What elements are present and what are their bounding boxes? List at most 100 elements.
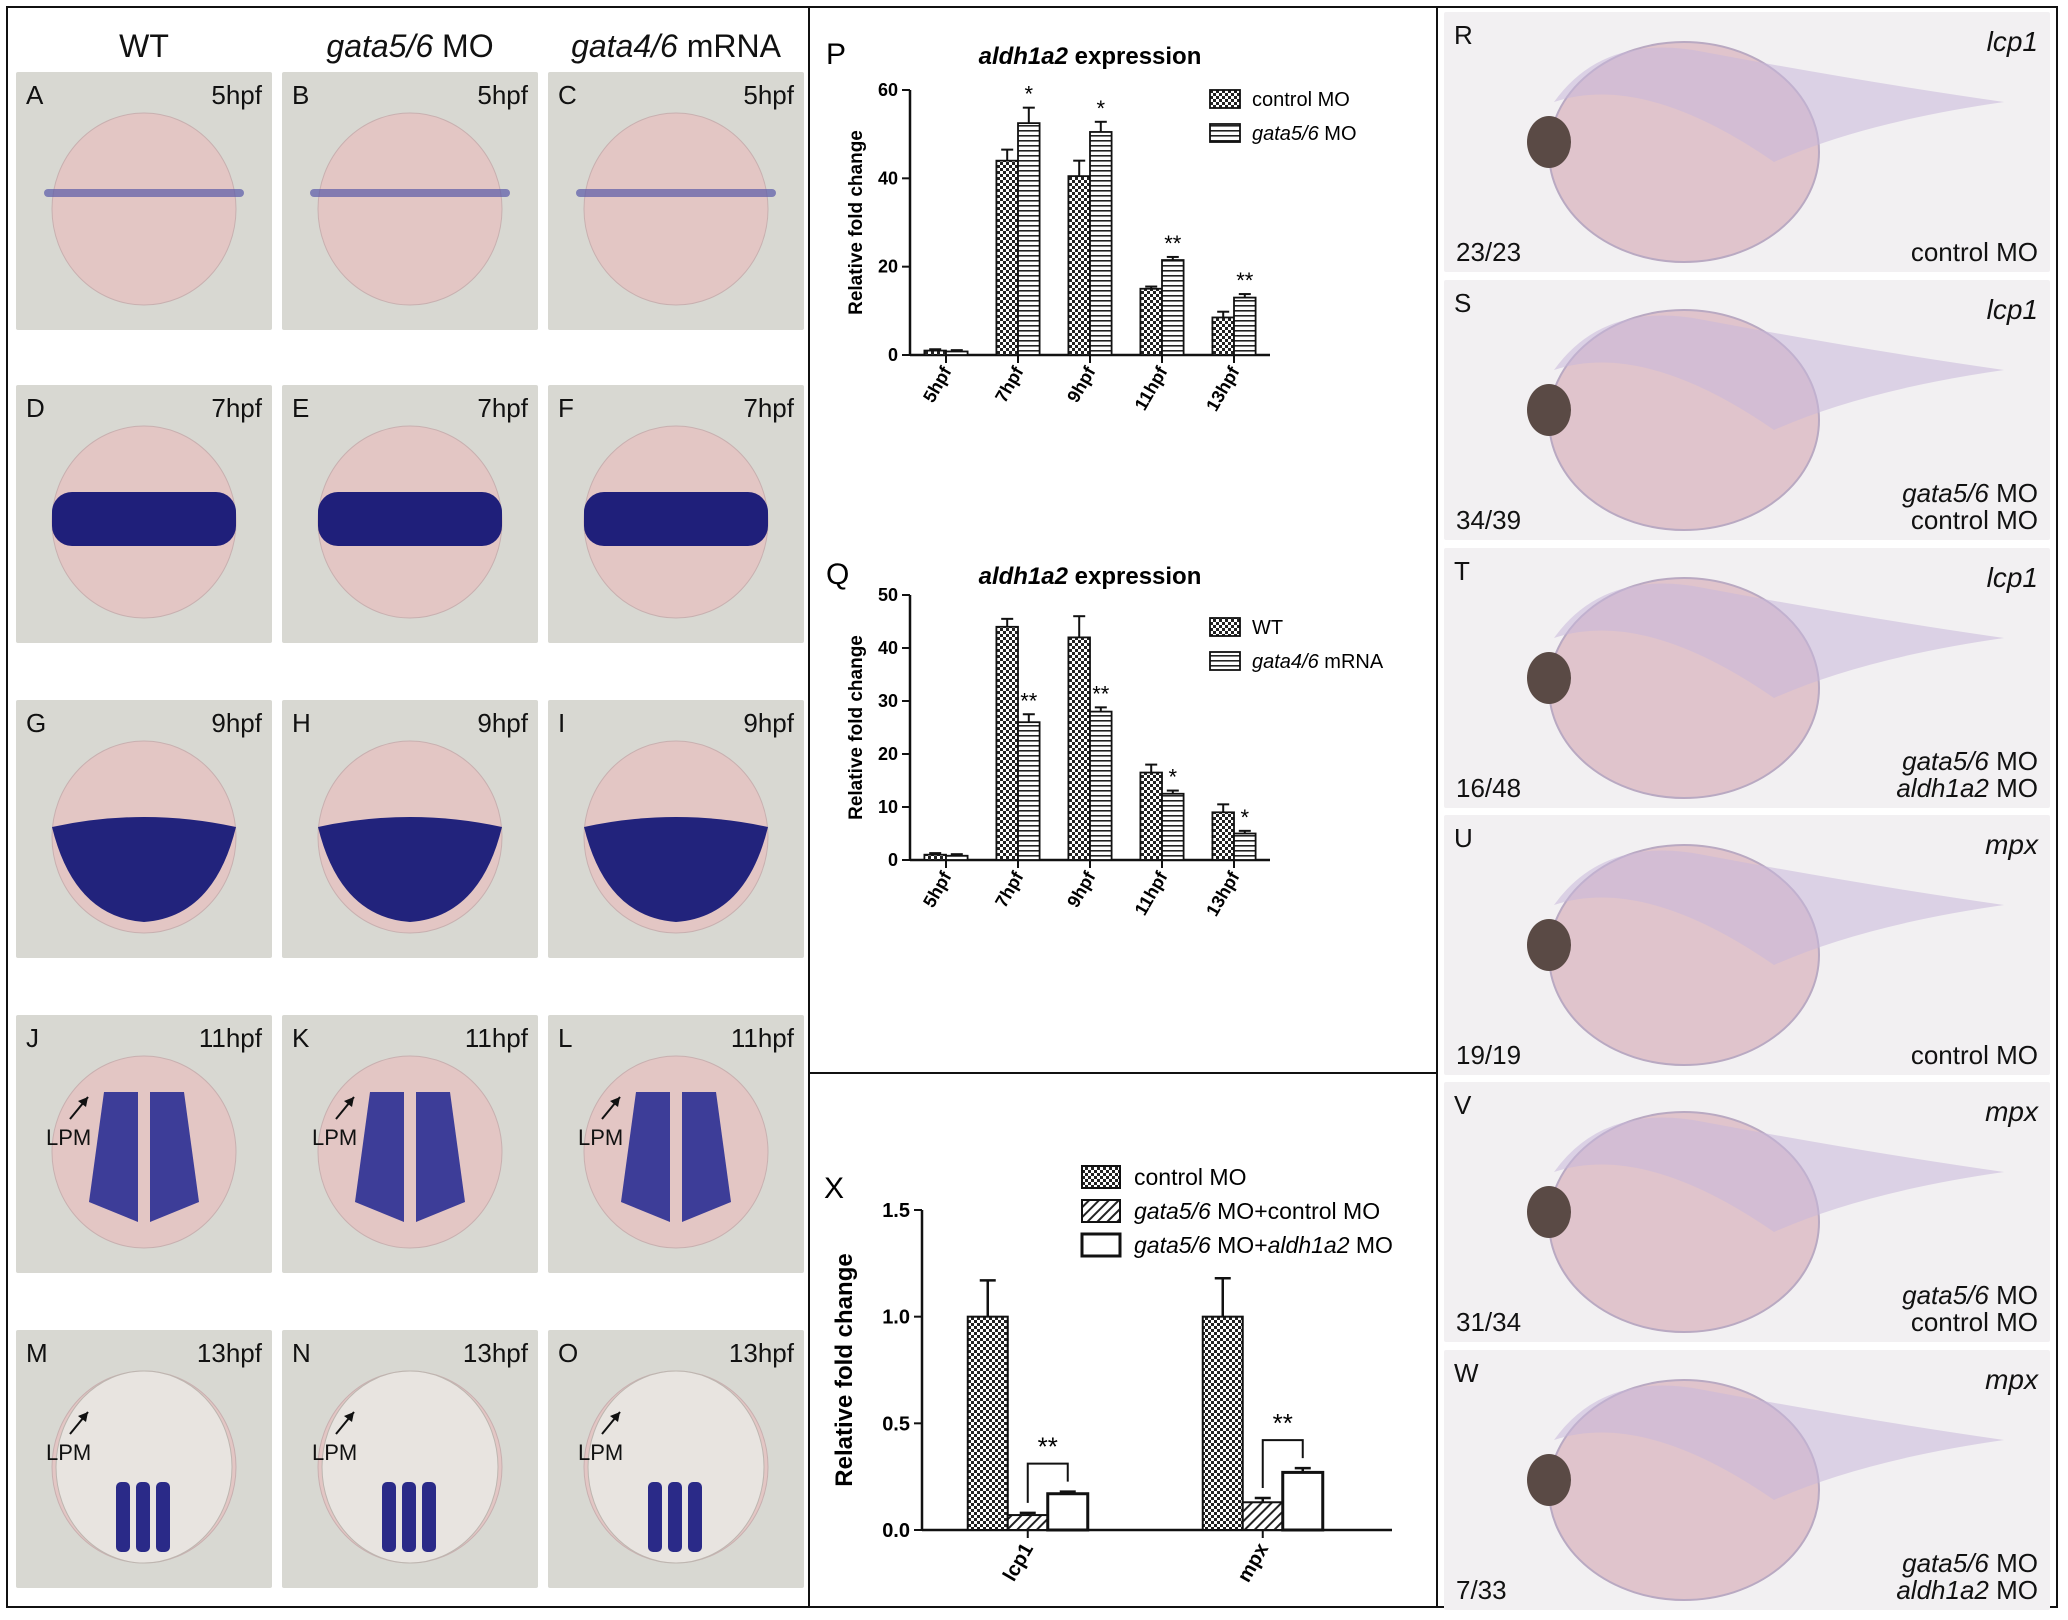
bar [1211, 316, 1235, 356]
condition-line-2: control MO [1902, 507, 2038, 534]
panel-letter: G [26, 708, 47, 738]
larva-tail [1554, 1117, 2004, 1232]
y-tick-label: 1.5 [882, 1200, 910, 1222]
expression-stain [682, 1092, 731, 1222]
bar [1161, 259, 1185, 356]
condition-line-1: gata5/6 MO [1902, 480, 2038, 507]
significance-mark: * [1097, 96, 1106, 121]
bar [1281, 1470, 1325, 1532]
expression-stain [52, 492, 236, 546]
lpm-arrowhead [78, 1097, 88, 1107]
ish-panel: H 9hpf [282, 700, 538, 958]
y-tick-label: 0 [888, 850, 898, 870]
expression-stain [116, 1482, 130, 1552]
panel-time: 5hpf [477, 80, 528, 110]
condition-gene: gata5/6 [1902, 478, 1989, 508]
condition-line-2: aldh1a2 MO [1896, 775, 2038, 802]
larva-tail [1554, 583, 2004, 698]
panel-letter: K [292, 1023, 310, 1053]
lpm-arrowhead [344, 1412, 354, 1422]
y-tick-label: 40 [878, 638, 898, 658]
x-tick-label: mpx [1233, 1540, 1273, 1587]
expression-stain [668, 1482, 682, 1552]
panel-letter: H [292, 708, 311, 738]
ish-panel: F 7hpf [548, 385, 804, 643]
larva-eye [1527, 1186, 1571, 1238]
bar [995, 625, 1019, 861]
column-header-text: mRNA [677, 28, 781, 64]
condition-label: gata5/6 MO control MO [1902, 1282, 2038, 1336]
panel-letter: J [26, 1023, 39, 1053]
condition-label: gata5/6 MO aldh1a2 MO [1896, 1550, 2038, 1604]
condition-gene: gata5/6 [1902, 1548, 1989, 1578]
larva-eye [1527, 116, 1571, 168]
condition-gene: aldh1a2 [1896, 1575, 1989, 1605]
y-tick-label: 0.5 [882, 1413, 910, 1435]
gene-label: mpx [1985, 829, 2038, 860]
condition-line-1: gata5/6 MO [1902, 1282, 2038, 1309]
y-tick-label: 0.0 [882, 1520, 910, 1542]
x-tick-label: 13hpf [1202, 867, 1244, 919]
expression-stain [89, 1092, 138, 1222]
panel-letter: C [558, 80, 577, 110]
chart-title: aldh1a2 expression [979, 43, 1202, 70]
embryo-image [51, 1055, 237, 1249]
bar [1067, 636, 1091, 861]
gene-label: mpx [1985, 1096, 2038, 1127]
lpm-label: LPM [578, 1125, 624, 1150]
bar [966, 1315, 1009, 1531]
legend-swatch [1209, 617, 1241, 637]
bar [945, 350, 969, 356]
x-tick-label: 7hpf [991, 867, 1028, 911]
bar [1089, 131, 1113, 356]
condition-text: control MO [1910, 1040, 2038, 1070]
embryo-count: 16/48 [1456, 773, 1522, 803]
expression-stain [318, 817, 502, 922]
chart-panel-x: X 0.0 0.5 1.0 1.5 Relative fold change lcp1 ** m… [824, 1164, 1393, 1587]
larva-tail [1554, 850, 2004, 965]
larva-image [1527, 41, 2004, 263]
y-tick-label: 20 [878, 257, 898, 277]
gene-label: lcp1 [1986, 26, 2038, 57]
lpm-label: LPM [578, 1440, 624, 1465]
embryo-count: 7/33 [1456, 1575, 1507, 1605]
embryo-image [44, 112, 244, 306]
y-axis-label: Relative fold change [846, 635, 867, 820]
legend-label: gata5/6 MO [1252, 123, 1357, 145]
x-tick-label: 5hpf [919, 362, 956, 406]
panel-letter: P [826, 38, 846, 71]
embryo-image [51, 740, 237, 934]
embryo-body [55, 1370, 233, 1564]
bar [1006, 1514, 1049, 1532]
legend-label: WT [1252, 617, 1283, 639]
expression-stain [402, 1482, 416, 1552]
expression-stain [150, 1092, 199, 1222]
expression-stain [136, 1482, 150, 1552]
condition-text: MO [1988, 1575, 2038, 1605]
significance-mark: ** [1092, 681, 1110, 706]
embryo-body [317, 1055, 503, 1249]
lpm-arrowhead [610, 1412, 620, 1422]
condition-label: gata5/6 MO aldh1a2 MO [1896, 748, 2038, 802]
embryo-image [576, 112, 776, 306]
panel-letter: F [558, 393, 574, 423]
bar [995, 159, 1019, 356]
condition-text: MO [1988, 478, 2038, 508]
ish-panel: K 11hpf LPM [282, 1015, 538, 1273]
expression-stain [156, 1482, 170, 1552]
embryo-body [583, 1055, 769, 1249]
condition-gene: gata5/6 [1902, 746, 1989, 776]
condition-line-1: gata5/6 MO [1896, 748, 2038, 775]
bar [1233, 832, 1257, 861]
condition-label: control MO [1911, 1042, 2038, 1069]
larva-image [1527, 577, 2004, 799]
y-tick-label: 60 [878, 80, 898, 100]
ish-panel: M 13hpf LPM [16, 1330, 272, 1588]
panel-time: 7hpf [477, 393, 528, 423]
significance-mark: ** [1236, 268, 1254, 293]
expression-stain [584, 492, 768, 546]
panel-letter: D [26, 393, 45, 423]
